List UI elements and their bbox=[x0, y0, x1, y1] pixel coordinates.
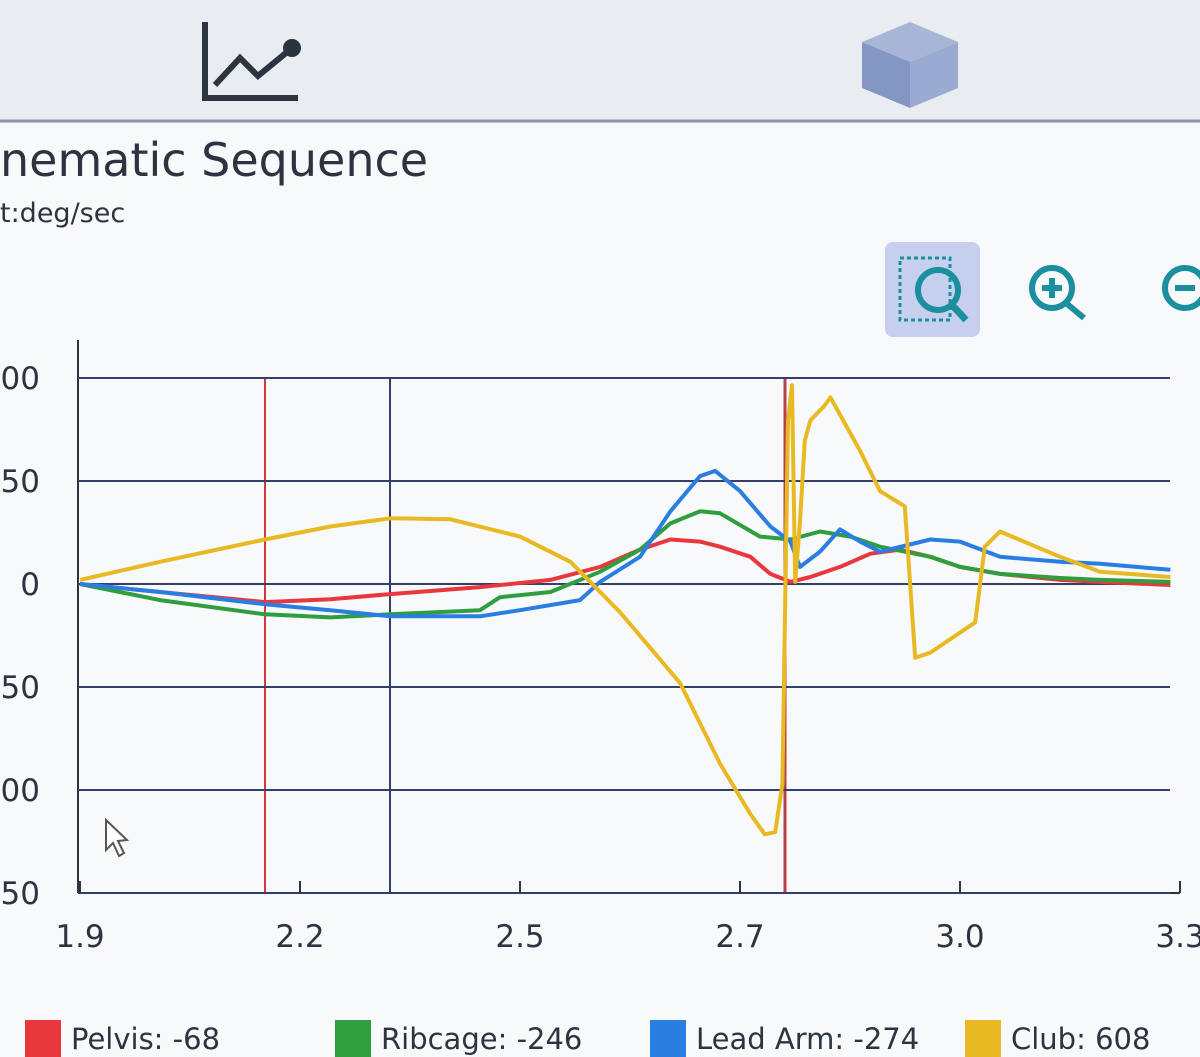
zoom-in-button[interactable] bbox=[1029, 265, 1086, 321]
legend-swatch bbox=[965, 1020, 1001, 1057]
legend-label: Lead Arm: -274 bbox=[696, 1022, 919, 1056]
3d-tab-icon[interactable] bbox=[862, 22, 958, 108]
legend-swatch bbox=[650, 1020, 686, 1057]
chart-subtitle: t:deg/sec bbox=[0, 198, 125, 229]
y-tick-label: 0 bbox=[20, 567, 40, 603]
legend-swatch bbox=[25, 1020, 61, 1057]
x-tick-label: 3.0 bbox=[935, 919, 984, 955]
legend-label: Pelvis: -68 bbox=[71, 1022, 220, 1056]
y-tick-label: 50 bbox=[1, 464, 40, 500]
chart-title: nematic Sequence bbox=[0, 133, 428, 187]
y-tick-label: -100 bbox=[0, 773, 40, 809]
box-zoom-button[interactable] bbox=[885, 242, 980, 337]
y-tick-label: -50 bbox=[0, 670, 40, 706]
y-tick-label: 100 bbox=[0, 361, 40, 397]
legend-label: Club: 608 bbox=[1011, 1022, 1150, 1056]
x-tick-label: 1.9 bbox=[55, 919, 104, 955]
x-tick-label: 2.7 bbox=[715, 919, 764, 955]
x-tick-label: 2.5 bbox=[495, 919, 544, 955]
series-line bbox=[79, 468, 1171, 619]
x-tick-label: 2.2 bbox=[275, 919, 324, 955]
toolbar bbox=[0, 0, 1200, 120]
chart-tab-icon[interactable] bbox=[202, 22, 301, 101]
series-line bbox=[79, 383, 1171, 837]
legend-swatch bbox=[335, 1020, 371, 1057]
legend-label: Ribcage: -246 bbox=[381, 1022, 582, 1056]
y-tick-label: -150 bbox=[0, 876, 40, 912]
zoom-out-button[interactable] bbox=[1162, 265, 1200, 311]
cursor bbox=[105, 817, 130, 858]
x-tick-label: 3.3 bbox=[1155, 919, 1200, 955]
